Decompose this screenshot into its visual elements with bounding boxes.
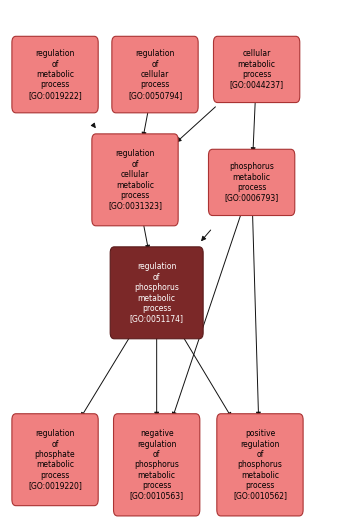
Text: regulation
of
cellular
process
[GO:0050794]: regulation of cellular process [GO:00507… bbox=[128, 49, 182, 100]
Text: phosphorus
metabolic
process
[GO:0006793]: phosphorus metabolic process [GO:0006793… bbox=[224, 162, 279, 202]
FancyBboxPatch shape bbox=[112, 36, 198, 113]
FancyBboxPatch shape bbox=[214, 36, 300, 103]
Text: cellular
metabolic
process
[GO:0044237]: cellular metabolic process [GO:0044237] bbox=[230, 49, 284, 90]
Text: regulation
of
cellular
metabolic
process
[GO:0031323]: regulation of cellular metabolic process… bbox=[108, 149, 162, 210]
Text: regulation
of
phosphate
metabolic
process
[GO:0019220]: regulation of phosphate metabolic proces… bbox=[28, 429, 82, 490]
FancyBboxPatch shape bbox=[12, 36, 98, 113]
FancyBboxPatch shape bbox=[92, 134, 178, 226]
Text: regulation
of
phosphorus
metabolic
process
[GO:0051174]: regulation of phosphorus metabolic proce… bbox=[130, 263, 184, 323]
Text: regulation
of
metabolic
process
[GO:0019222]: regulation of metabolic process [GO:0019… bbox=[28, 49, 82, 100]
Text: positive
regulation
of
phosphorus
metabolic
process
[GO:0010562]: positive regulation of phosphorus metabo… bbox=[233, 429, 287, 500]
FancyBboxPatch shape bbox=[110, 247, 203, 339]
FancyBboxPatch shape bbox=[217, 414, 303, 516]
FancyBboxPatch shape bbox=[114, 414, 200, 516]
Text: negative
regulation
of
phosphorus
metabolic
process
[GO:0010563]: negative regulation of phosphorus metabo… bbox=[130, 429, 184, 500]
FancyBboxPatch shape bbox=[12, 414, 98, 506]
FancyBboxPatch shape bbox=[208, 149, 295, 215]
